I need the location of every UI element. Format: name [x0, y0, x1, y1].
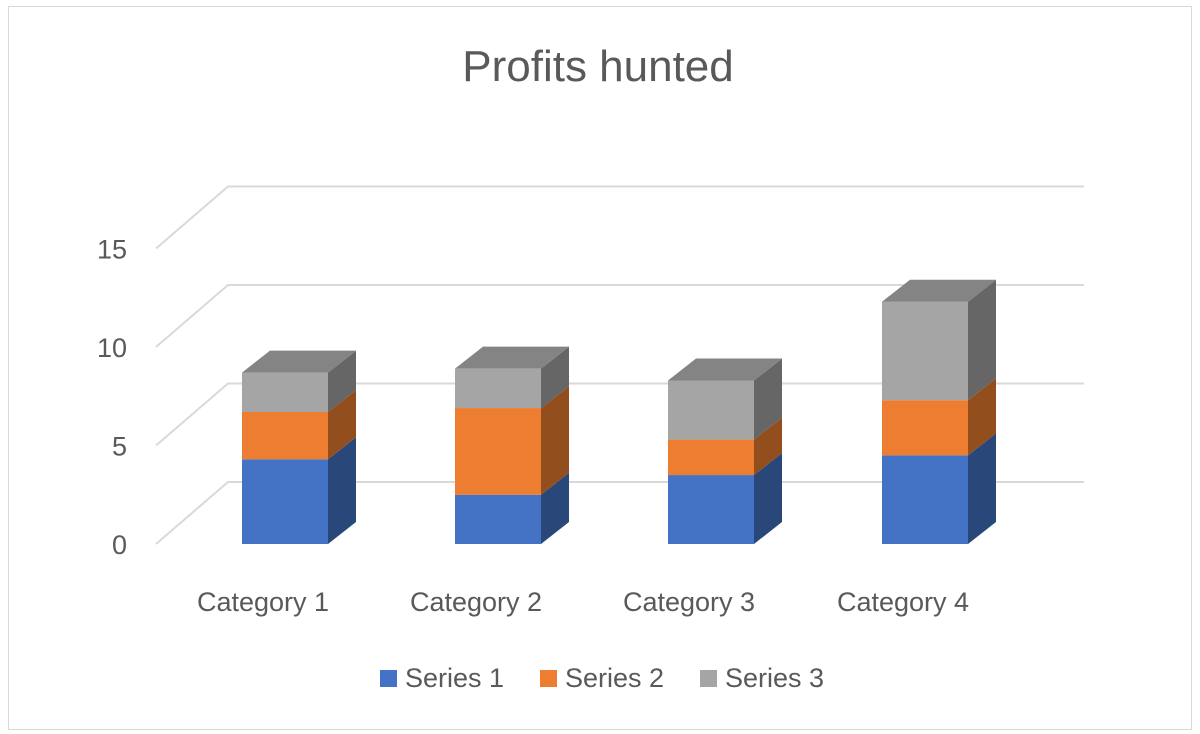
x-tick-label: Category 4: [837, 587, 969, 617]
x-tick-label: Category 1: [197, 587, 329, 617]
bar-front: [668, 475, 754, 544]
bar-top: [882, 279, 996, 302]
legend-swatch: [540, 670, 557, 687]
bar-segment: [668, 417, 782, 476]
bar-stack: [455, 346, 569, 544]
bar-segment: [882, 279, 996, 401]
bar-top: [668, 358, 782, 381]
y-tick-label: 15: [97, 235, 127, 265]
bar-front: [455, 494, 541, 544]
bar-side: [541, 386, 569, 495]
legend-item: Series 2: [540, 663, 664, 693]
y-tick-label: 5: [112, 432, 127, 462]
legend-item: Series 1: [380, 663, 504, 693]
bar-segment: [668, 358, 782, 440]
y-tick-label: 0: [112, 530, 127, 560]
bar-segment: [242, 437, 356, 544]
chart-title: Profits hunted: [462, 42, 734, 91]
bar-side: [968, 378, 996, 456]
bar-side: [328, 350, 356, 413]
bar-top: [242, 350, 356, 373]
bar-top: [455, 346, 569, 369]
gridline: [155, 481, 1084, 545]
bar-front: [882, 301, 968, 401]
gridlines: [155, 185, 1084, 545]
bar-segment: [882, 378, 996, 456]
bar-front: [242, 459, 328, 544]
legend-label: Series 1: [405, 663, 504, 693]
legend-label: Series 2: [565, 663, 664, 693]
bar-side: [754, 417, 782, 476]
bar-side: [968, 433, 996, 544]
bar-segment: [455, 346, 569, 409]
bar-front: [242, 412, 328, 460]
x-tick-label: Category 2: [410, 587, 542, 617]
x-tick-label: Category 3: [623, 587, 755, 617]
y-axis-ticks: 0 5 10 15: [97, 235, 127, 561]
bar-front: [668, 439, 754, 476]
bar-side: [541, 472, 569, 544]
bar-segment: [455, 472, 569, 544]
bar-side: [754, 453, 782, 544]
gridline: [155, 284, 1084, 348]
bar-front: [882, 400, 968, 456]
gridline: [155, 382, 1084, 447]
bar-front: [242, 372, 328, 413]
bar-front: [668, 380, 754, 440]
bars: [242, 279, 996, 544]
bar-front: [455, 368, 541, 409]
bar-segment: [242, 390, 356, 460]
legend-item: Series 3: [700, 663, 824, 693]
legend: Series 1 Series 2 Series 3: [380, 663, 824, 693]
bar-side: [328, 437, 356, 544]
x-axis-categories: Category 1 Category 2 Category 3 Category 4: [197, 587, 969, 617]
bar-stack: [242, 350, 356, 544]
bar-segment: [882, 433, 996, 544]
bar-side: [328, 390, 356, 460]
bar-stack: [668, 358, 782, 544]
bar-side: [968, 279, 996, 401]
bar-front: [882, 455, 968, 544]
legend-swatch: [380, 670, 397, 687]
bar-segment: [668, 453, 782, 544]
legend-label: Series 3: [725, 663, 824, 693]
y-tick-label: 10: [97, 333, 127, 363]
gridline: [155, 185, 1084, 250]
bar-side: [541, 346, 569, 409]
bar-front: [455, 408, 541, 495]
bar-stack: [882, 279, 996, 544]
bar-segment: [455, 386, 569, 495]
bar-side: [754, 358, 782, 440]
legend-swatch: [700, 670, 717, 687]
bar-segment: [242, 350, 356, 413]
